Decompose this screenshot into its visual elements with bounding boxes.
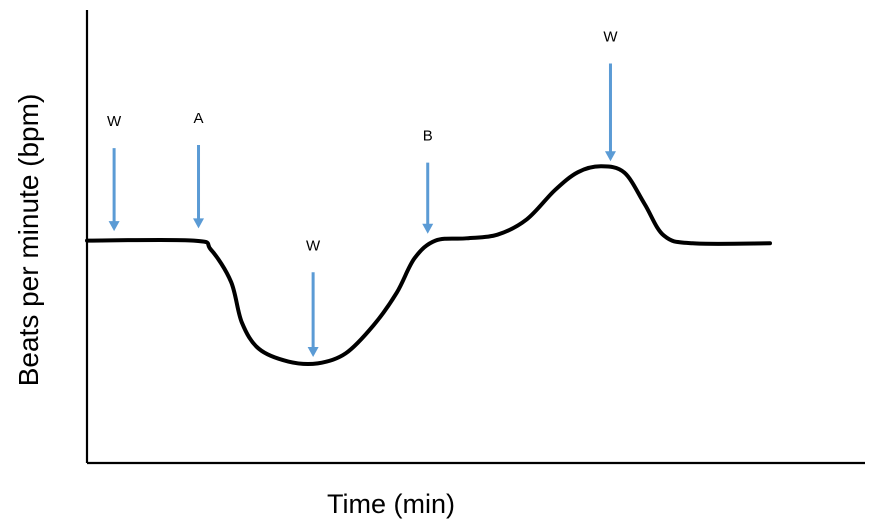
x-axis-title: Time (min) — [327, 489, 455, 519]
annotation-arrowhead-0 — [108, 221, 120, 232]
annotation-arrowhead-4 — [604, 151, 616, 162]
axes — [85, 10, 865, 465]
annotation-label-0: W — [107, 113, 122, 130]
annotation-arrowhead-1 — [193, 218, 205, 229]
annotation-label-1: A — [194, 110, 204, 127]
annotation-label-2: W — [306, 237, 321, 254]
series-line-0 — [85, 164, 772, 367]
annotations-layer: W A W B W — [107, 28, 618, 357]
y-axis-title: Beats per minute (bpm) — [13, 94, 44, 387]
series-layer — [85, 164, 772, 367]
annotation-arrowhead-2 — [307, 346, 319, 357]
annotation-arrowhead-3 — [422, 223, 434, 234]
annotation-label-4: W — [603, 28, 618, 45]
annotation-label-3: B — [423, 128, 433, 145]
